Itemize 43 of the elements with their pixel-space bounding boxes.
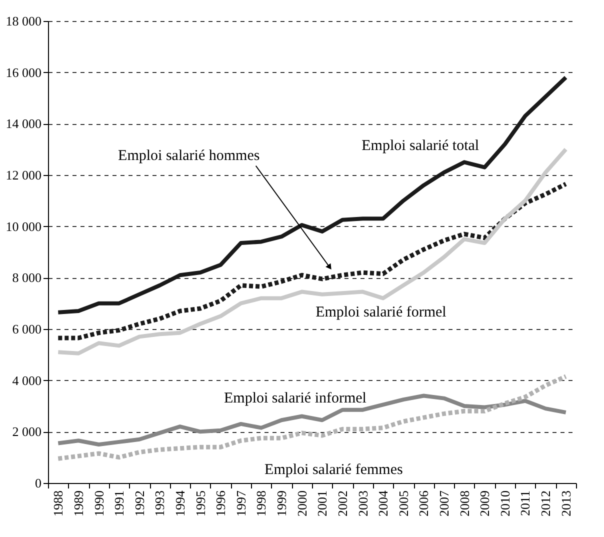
series-label: Emploi salarié informel [224, 390, 366, 406]
x-tick-label: 2010 [497, 490, 512, 516]
x-tick-label: 2009 [477, 490, 492, 516]
x-tick-label: 1998 [254, 490, 269, 516]
x-tick-label: 1991 [112, 490, 127, 516]
x-tick-label: 1988 [50, 490, 66, 516]
line-series [56, 394, 568, 446]
x-tick-label: 2011 [518, 490, 533, 516]
x-tick-label: 1996 [213, 490, 228, 516]
y-tick-label: 0 [35, 476, 42, 490]
x-tick-label: 2001 [314, 490, 330, 516]
x-tick-label: 2000 [294, 490, 310, 516]
y-tick-label: 12 000 [6, 168, 42, 182]
x-tick-label: 1999 [274, 490, 290, 516]
x-tick-label: 1989 [70, 490, 86, 516]
x-tick-label: 1990 [91, 490, 106, 516]
x-tick-label: 1994 [172, 490, 188, 516]
text: Emploi salarié hommes [118, 148, 260, 164]
x-tick-label: 2008 [456, 490, 472, 516]
y-tick-label: 18 000 [6, 14, 42, 28]
x-tick-label: 2013 [558, 490, 574, 516]
y-tick-label: 14 000 [6, 116, 42, 132]
x-tick-label: 1992 [132, 490, 147, 516]
line-series [56, 374, 568, 461]
x-tick-label: 1997 [233, 490, 248, 516]
series-label: Emploi salarié formel [316, 304, 446, 321]
x-tick-label: 2007 [436, 490, 452, 516]
series-label: Emploi salarié femmes [264, 462, 403, 478]
x-tick-label: 2005 [396, 490, 411, 516]
y-tick-label: 6 000 [12, 322, 42, 336]
y-tick-label: 8 000 [12, 270, 42, 286]
x-tick-label: 2004 [376, 490, 391, 516]
y-tick-label: 2 000 [12, 424, 42, 440]
y-tick-label: 16 000 [6, 64, 42, 80]
x-tick-label: 2002 [334, 490, 350, 516]
x-tick-label: 1993 [152, 490, 168, 516]
series-label: Emploi salarié total [362, 138, 480, 154]
y-tick-label: 10 000 [6, 218, 42, 234]
x-tick-label: 2003 [355, 490, 370, 516]
y-tick-label: 4 000 [12, 372, 42, 388]
x-tick-label: 1995 [192, 490, 208, 516]
x-tick-label: 2006 [416, 490, 432, 516]
x-tick-label: 2012 [538, 490, 554, 516]
